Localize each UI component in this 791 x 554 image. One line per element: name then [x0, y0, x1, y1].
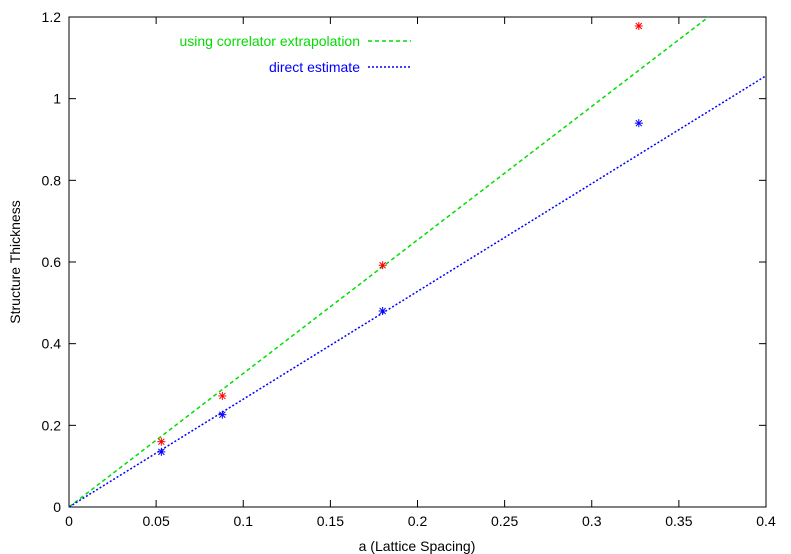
- y-tick-label: 0.2: [42, 417, 62, 433]
- data-point-series-1: [378, 261, 387, 270]
- x-tick-label: 0.35: [665, 513, 692, 529]
- x-tick-label: 0.1: [234, 513, 254, 529]
- y-tick-label: 0.4: [42, 336, 62, 352]
- y-tick-label: 0.8: [42, 172, 62, 188]
- plot-frame: [68, 16, 767, 508]
- data-points: [157, 21, 643, 456]
- data-point-series-2: [378, 307, 387, 315]
- data-point-series-1: [218, 391, 227, 400]
- x-tick-label: 0.25: [491, 513, 518, 529]
- axis-ticks: 0 0.05 0.1 0.15 0.2 0.25 0.3 0.35 0.4 0 0.2 0.4 0.6 0…: [42, 9, 776, 529]
- y-tick-label: 1.2: [42, 9, 62, 25]
- fit-lines: [68, 16, 767, 508]
- fit-line-series-2: [68, 75, 767, 508]
- x-axis-title: a (Lattice Spacing): [359, 538, 476, 554]
- data-point-series-2: [157, 447, 166, 456]
- x-tick-label: 0.3: [582, 513, 602, 529]
- legend-label-series-2: direct estimate: [269, 59, 360, 75]
- x-tick-label: 0.2: [408, 513, 428, 529]
- x-tick-label: 0.4: [756, 513, 776, 529]
- fit-line-series-1: [68, 16, 709, 508]
- data-point-series-1: [157, 437, 166, 446]
- y-axis-title: Structure Thickness: [7, 200, 23, 323]
- x-tick-label: 0: [65, 513, 73, 529]
- legend: using correlator extrapolation direct es…: [179, 33, 411, 75]
- legend-label-series-1: using correlator extrapolation: [179, 33, 360, 49]
- x-tick-label: 0.05: [143, 513, 170, 529]
- data-point-series-2: [218, 410, 227, 419]
- data-point-series-2: [634, 119, 643, 128]
- y-tick-label: 0.6: [42, 254, 62, 270]
- data-point-series-1: [634, 21, 643, 30]
- y-tick-label: 1: [53, 91, 61, 107]
- y-tick-label: 0: [53, 499, 61, 515]
- x-tick-label: 0.15: [317, 513, 344, 529]
